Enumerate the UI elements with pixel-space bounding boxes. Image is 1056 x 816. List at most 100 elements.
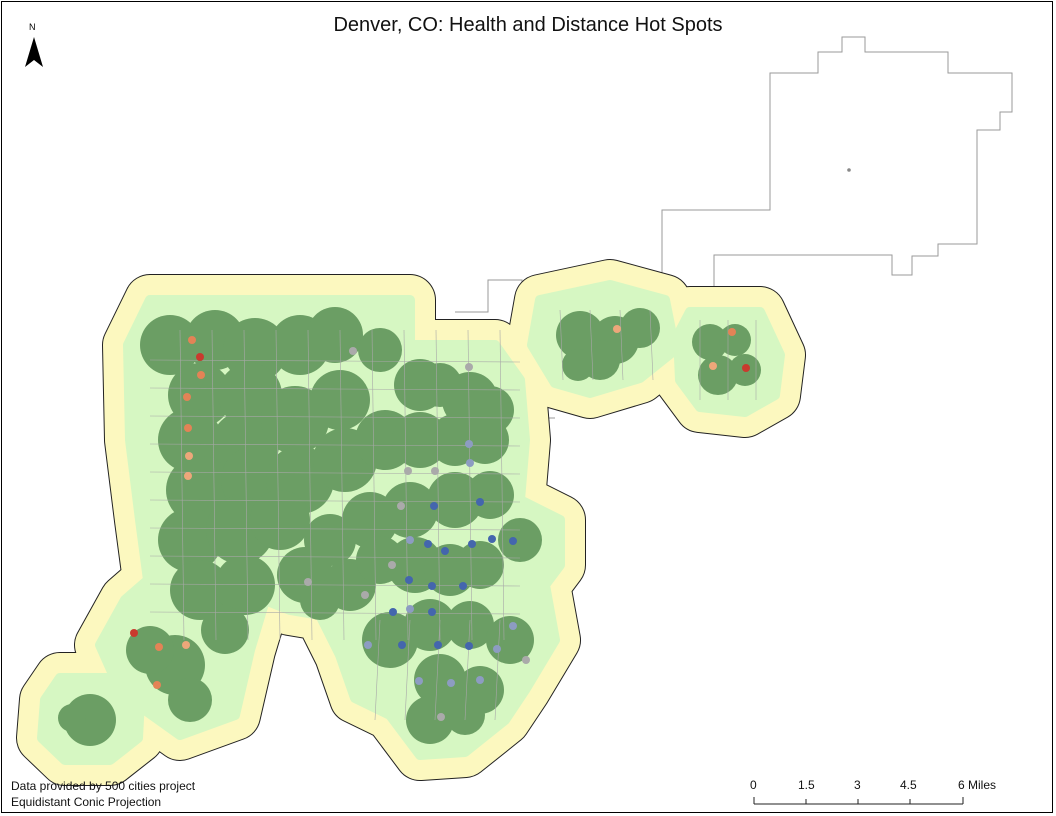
spot-neutral xyxy=(437,713,445,721)
scale-label-3: 3 xyxy=(854,778,861,792)
tract-line xyxy=(179,329,185,641)
spot-cold-spot-low xyxy=(415,677,423,685)
spot-neutral xyxy=(465,363,473,371)
tract-line xyxy=(435,329,441,641)
spot-hot-spot-mid xyxy=(155,643,163,651)
green-areas xyxy=(58,307,761,746)
green-area xyxy=(158,408,222,472)
tract-line xyxy=(339,329,345,641)
spot-hot-spot-high xyxy=(130,629,138,637)
spot-hot-spot-low xyxy=(613,325,621,333)
tract-line xyxy=(149,471,521,475)
tract-line xyxy=(275,329,281,641)
tract-line xyxy=(404,619,411,721)
spot-cold-spot-low xyxy=(447,679,455,687)
spot-hot-spot-low xyxy=(184,472,192,480)
spot-neutral xyxy=(361,591,369,599)
green-area xyxy=(692,324,728,360)
tract-line xyxy=(434,619,441,721)
tract-line xyxy=(374,619,381,721)
spot-cold-spot-high xyxy=(405,576,413,584)
spot-cold-spot-low xyxy=(476,676,484,684)
spot-cold-spot-high xyxy=(389,608,397,616)
green-area xyxy=(215,555,275,615)
spot-neutral xyxy=(522,656,530,664)
spot-hot-spot-mid xyxy=(728,328,736,336)
scale-label-0: 0 xyxy=(750,778,757,792)
scale-label-1-5: 1.5 xyxy=(798,778,815,792)
tract-line xyxy=(499,329,505,641)
credit-line-source: Data provided by 500 cities project xyxy=(11,779,196,793)
green-area xyxy=(250,490,310,550)
tract-line xyxy=(649,309,654,381)
tract-line xyxy=(149,415,521,419)
green-area xyxy=(406,696,454,744)
spot-cold-spot-high xyxy=(476,498,484,506)
spot-neutral xyxy=(431,467,439,475)
green-area xyxy=(58,704,86,732)
spot-cold-spot-high xyxy=(434,641,442,649)
green-area xyxy=(307,307,363,363)
tract-line xyxy=(149,611,521,615)
spot-hot-spot-low xyxy=(709,362,717,370)
tract-boundaries xyxy=(149,309,757,721)
spot-neutral xyxy=(404,467,412,475)
spot-hot-spot-mid xyxy=(188,336,196,344)
spot-cold-spot-high xyxy=(509,537,517,545)
spot-neutral xyxy=(388,561,396,569)
green-area xyxy=(456,541,504,589)
tract-line xyxy=(149,527,521,531)
tract-line xyxy=(149,443,521,447)
spot-cold-spot-low xyxy=(406,536,414,544)
spot-cold-spot-low xyxy=(406,605,414,613)
spot-cold-spot-low xyxy=(465,440,473,448)
green-area xyxy=(201,606,249,654)
tract-line xyxy=(307,329,313,641)
tract-line xyxy=(211,329,217,641)
spot-hot-spot-mid xyxy=(197,371,205,379)
green-area xyxy=(461,416,509,464)
tract-line xyxy=(467,329,473,641)
tract-line xyxy=(589,309,594,381)
spot-neutral xyxy=(304,578,312,586)
spot-hot-spot-mid xyxy=(153,681,161,689)
green-area xyxy=(719,324,751,356)
spot-cold-spot-high xyxy=(424,540,432,548)
tract-line xyxy=(403,329,409,641)
north-label: N xyxy=(29,22,36,32)
green-area xyxy=(382,482,438,538)
tract-line xyxy=(559,309,564,381)
green-area xyxy=(466,471,514,519)
green-area xyxy=(404,599,456,651)
green-area xyxy=(498,518,542,562)
spot-hot-spot-high xyxy=(742,364,750,372)
green-area xyxy=(414,654,466,706)
spot-cold-spot-high xyxy=(465,642,473,650)
tract-line xyxy=(149,555,521,559)
spot-hot-spot-mid xyxy=(183,393,191,401)
tract-line xyxy=(243,329,249,641)
spot-cold-spot-high xyxy=(459,582,467,590)
green-area xyxy=(620,308,660,348)
spot-cold-spot-low xyxy=(509,622,517,630)
credit-line-projection: Equidistant Conic Projection xyxy=(11,795,162,809)
spot-cold-spot-high xyxy=(428,582,436,590)
spot-cold-spot-high xyxy=(430,502,438,510)
tract-line xyxy=(494,619,501,721)
hot-spot-points xyxy=(130,325,750,721)
scale-label-4-5: 4.5 xyxy=(900,778,917,792)
spot-cold-spot-low xyxy=(466,459,474,467)
spot-cold-spot-high xyxy=(398,641,406,649)
spot-hot-spot-low xyxy=(182,641,190,649)
map-title: Denver, CO: Health and Distance Hot Spot… xyxy=(333,14,723,36)
spot-hot-spot-high xyxy=(196,353,204,361)
spot-cold-spot-high xyxy=(488,535,496,543)
spot-cold-spot-high xyxy=(468,540,476,548)
tract-line xyxy=(464,619,471,721)
tract-line xyxy=(619,309,624,381)
scale-bar xyxy=(753,797,964,805)
spot-neutral xyxy=(397,502,405,510)
spot-cold-spot-high xyxy=(441,547,449,555)
spot-cold-spot-low xyxy=(364,641,372,649)
